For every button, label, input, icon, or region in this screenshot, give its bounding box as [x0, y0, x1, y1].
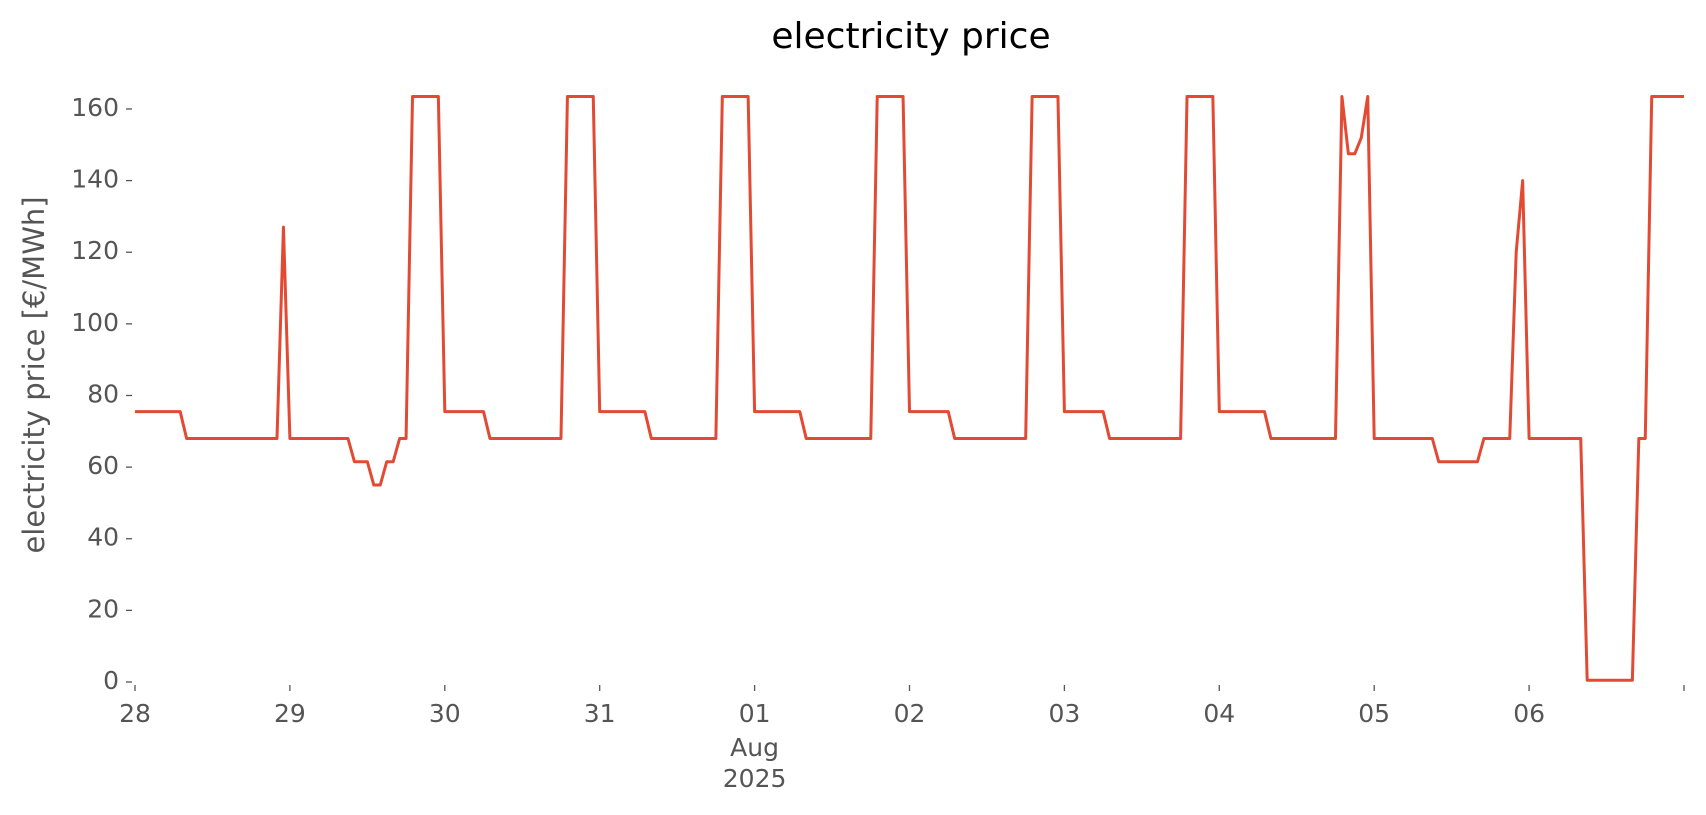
- x-tick-label: 04: [1203, 699, 1235, 728]
- x-tick-label: 28: [119, 699, 151, 728]
- y-axis-label: electricity price [€/MWh]: [17, 196, 51, 553]
- price-line: [135, 94, 1684, 682]
- y-tick-label: 20: [87, 594, 119, 623]
- y-tick-label: 40: [87, 523, 119, 552]
- x-tick-label: 01: [739, 699, 771, 728]
- y-tick-label: 100: [71, 308, 119, 337]
- y-tick-label: 120: [71, 236, 119, 265]
- x-tick-label: 03: [1048, 699, 1080, 728]
- y-tick-label: 160: [71, 93, 119, 122]
- x-period-label: 2025: [723, 764, 787, 793]
- x-period-label: Aug: [730, 733, 779, 762]
- y-tick-label: 0: [103, 666, 119, 695]
- x-tick-label: 31: [584, 699, 616, 728]
- y-tick-label: 80: [87, 379, 119, 408]
- x-tick-label: 29: [274, 699, 306, 728]
- x-tick-label: 02: [894, 699, 926, 728]
- chart-title: electricity price: [771, 16, 1050, 57]
- y-tick-label: 140: [71, 165, 119, 194]
- x-tick-label: 06: [1513, 699, 1545, 728]
- x-tick-label: 30: [429, 699, 461, 728]
- y-tick-label: 60: [87, 451, 119, 480]
- x-tick-label: 05: [1358, 699, 1390, 728]
